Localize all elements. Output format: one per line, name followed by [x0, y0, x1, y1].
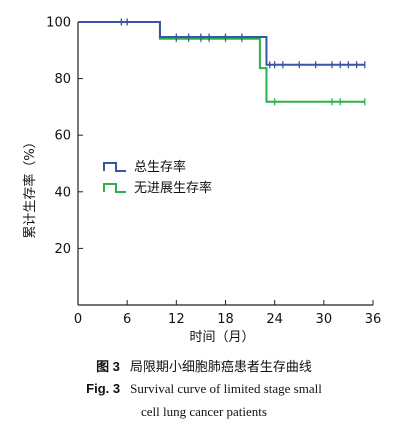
legend-label: 无进展生存率	[134, 180, 212, 196]
survival-curve	[78, 21, 365, 103]
survival-curve	[78, 21, 365, 66]
x-tick-label: 18	[217, 312, 234, 327]
caption-zh-text: 局限期小细胞肺癌患者生存曲线	[129, 360, 312, 375]
x-tick-label: 12	[168, 312, 185, 327]
legend-swatch	[103, 183, 126, 193]
y-axis-label: 累计生存率（%）	[22, 135, 38, 238]
caption-en-label: Fig. 3	[86, 381, 121, 396]
x-tick-label: 24	[266, 312, 283, 327]
y-tick-label: 100	[46, 16, 71, 31]
caption-en-line2: cell lung cancer patients	[141, 404, 267, 419]
caption-en-text1: Survival curve of limited stage small	[130, 381, 322, 396]
x-axis-label: 时间（月）	[189, 330, 254, 345]
y-tick-label: 20	[54, 242, 71, 257]
chart-axes: 0 6 12 18 24 30 36 20 40 60 80 100	[46, 16, 381, 328]
x-tick-label: 6	[123, 312, 131, 327]
caption-zh: 图 3 局限期小细胞肺癌患者生存曲线	[0, 356, 408, 375]
y-tick-label: 80	[54, 72, 71, 87]
x-tick-label: 0	[74, 312, 82, 327]
x-tick-label: 36	[365, 312, 382, 327]
caption-en-line1: Fig. 3 Survival curve of limited stage sm…	[0, 381, 408, 397]
legend-swatch	[103, 162, 126, 172]
caption-zh-label: 图 3	[96, 359, 120, 374]
legend-label: 总生存率	[134, 159, 186, 175]
y-tick-label: 40	[54, 185, 71, 200]
y-tick-label: 60	[54, 129, 71, 144]
x-tick-label: 30	[316, 312, 333, 327]
chart-curves	[78, 18, 366, 106]
